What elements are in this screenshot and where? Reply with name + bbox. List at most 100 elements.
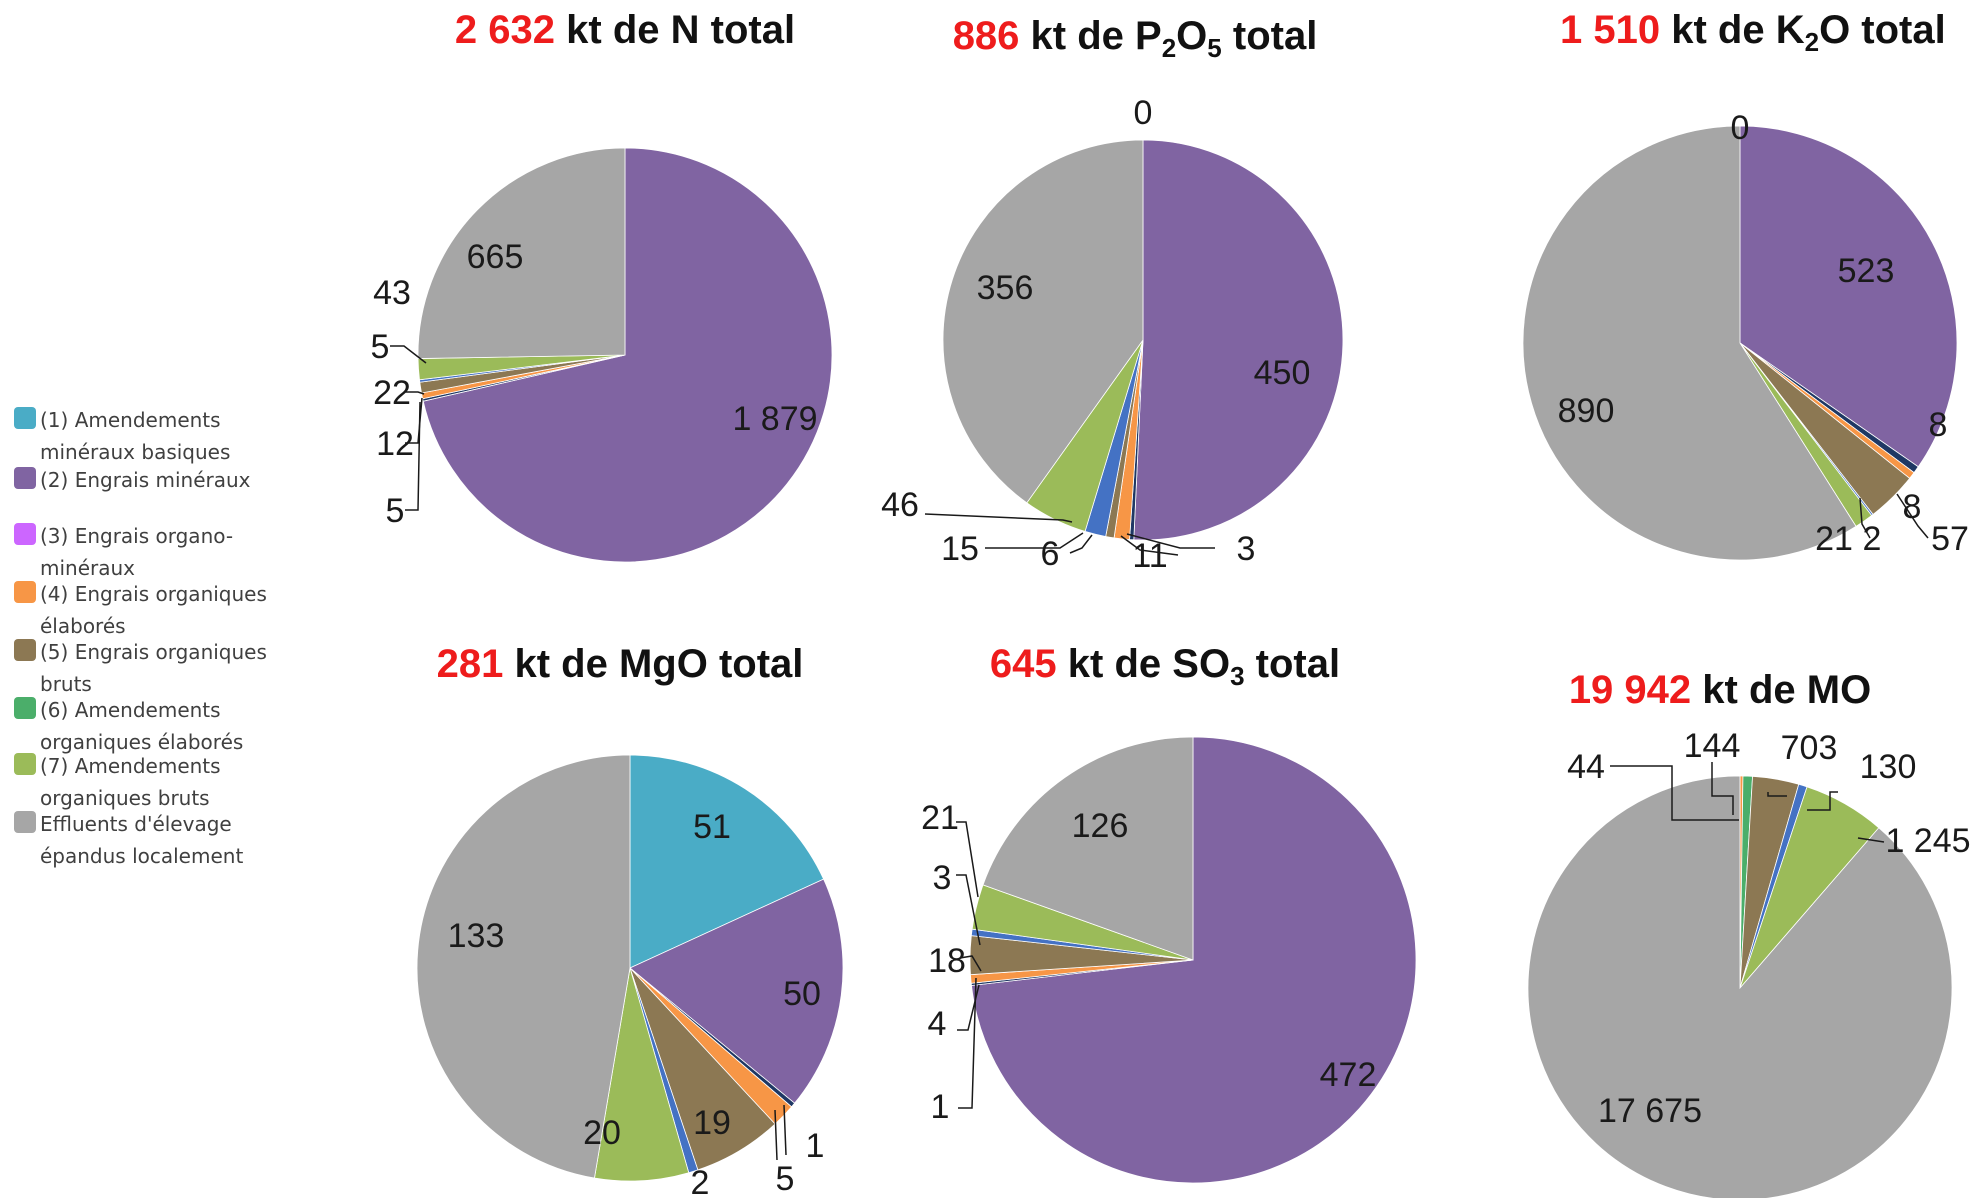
slice-value-label: 19 bbox=[693, 1104, 731, 1142]
legend-label: (6) Amendements organiques élaborés bbox=[40, 698, 244, 754]
chart-title-so3: 645 kt de SO3 total bbox=[960, 642, 1370, 692]
leader-line bbox=[958, 977, 977, 1109]
slice-value-label: 1 bbox=[931, 1088, 950, 1126]
pie-slice bbox=[416, 754, 631, 1179]
legend-swatch bbox=[14, 811, 36, 833]
leader-line bbox=[1896, 493, 1929, 539]
leader-line bbox=[783, 1104, 787, 1156]
title-unit-text: kt de MO bbox=[1691, 668, 1872, 712]
slice-value-label: 51 bbox=[693, 808, 731, 846]
leader-line bbox=[774, 1109, 778, 1161]
legend-label: (3) Engrais organo-minéraux bbox=[40, 524, 234, 580]
slice-value-label: 1 245 bbox=[1885, 822, 1970, 860]
slice-value-label: 5 bbox=[371, 328, 390, 366]
leader-line bbox=[985, 532, 1084, 549]
title-total-value: 19 942 bbox=[1568, 668, 1692, 712]
slice-value-label: 523 bbox=[1838, 252, 1895, 290]
title-unit-text: total bbox=[1244, 642, 1341, 686]
leader-line bbox=[957, 984, 980, 1031]
leader-line bbox=[1807, 791, 1838, 811]
chart-title-mo: 19 942 kt de MO bbox=[1540, 668, 1900, 713]
slice-value-label: 50 bbox=[783, 975, 821, 1013]
legend-swatch bbox=[14, 407, 36, 429]
slice-value-label: 1 879 bbox=[732, 400, 817, 438]
slice-value-label: 21 bbox=[1815, 520, 1853, 558]
leader-line bbox=[390, 345, 427, 364]
pie-slice bbox=[1522, 125, 1857, 561]
slice-value-label: 15 bbox=[941, 530, 979, 568]
pie-slice bbox=[942, 139, 1144, 504]
title-unit-text: kt de P bbox=[1019, 14, 1162, 58]
slice-value-label: 5 bbox=[386, 492, 405, 530]
pie-slice bbox=[417, 147, 626, 359]
title-unit-text: kt de N total bbox=[555, 8, 796, 52]
slice-value-label: 703 bbox=[1781, 729, 1838, 767]
leader-line bbox=[405, 401, 421, 511]
slice-value-label: 20 bbox=[583, 1114, 621, 1152]
slice-value-label: 356 bbox=[977, 269, 1034, 307]
legend-swatch bbox=[14, 467, 36, 489]
legend-swatch bbox=[14, 523, 36, 545]
slice-value-label: 2 bbox=[1863, 520, 1882, 558]
slice-value-label: 8 bbox=[1903, 488, 1922, 526]
leader-line bbox=[405, 391, 425, 395]
legend-swatch bbox=[14, 639, 36, 661]
slice-value-label: 890 bbox=[1558, 392, 1615, 430]
title-subscript: 2 bbox=[1161, 33, 1177, 63]
legend-swatch bbox=[14, 753, 36, 775]
leader-line bbox=[1069, 534, 1093, 554]
slice-value-label: 130 bbox=[1860, 748, 1917, 786]
title-unit-text: O bbox=[1176, 14, 1208, 58]
pie-slice bbox=[629, 878, 844, 1104]
title-total-value: 886 bbox=[952, 14, 1020, 58]
slice-value-label: 18 bbox=[928, 942, 966, 980]
pie-slice bbox=[1739, 125, 1958, 468]
legend-label: (5) Engrais organiques bruts bbox=[40, 640, 267, 696]
leader-line bbox=[924, 513, 1073, 523]
legend-label: (7) Amendements organiques bruts bbox=[40, 754, 221, 810]
slice-value-label: 472 bbox=[1320, 1056, 1377, 1094]
pie-slice bbox=[629, 754, 825, 969]
title-unit-text: kt de MgO total bbox=[503, 642, 804, 686]
slice-value-label: 43 bbox=[373, 274, 411, 312]
title-total-value: 645 bbox=[989, 642, 1057, 686]
legend-label: Effluents d'élevage épandus localement bbox=[40, 812, 244, 868]
slice-value-label: 665 bbox=[467, 238, 524, 276]
leader-line bbox=[956, 821, 979, 898]
legend-swatch bbox=[14, 581, 36, 603]
chart-title-k2o: 1 510 kt de K2O total bbox=[1560, 8, 1979, 58]
leader-line bbox=[959, 955, 982, 972]
slice-value-label: 0 bbox=[1134, 94, 1153, 132]
slice-value-label: 1 bbox=[806, 1127, 825, 1165]
legend-label: (1) Amendements minéraux basiques bbox=[40, 408, 231, 464]
leader-line bbox=[956, 874, 981, 946]
slice-value-label: 0 bbox=[1731, 109, 1750, 147]
slice-value-label: 144 bbox=[1684, 727, 1741, 765]
chart-title-n: 2 632 kt de N total bbox=[425, 8, 825, 53]
slice-value-label: 57 bbox=[1931, 520, 1969, 558]
title-unit-text: kt de SO bbox=[1056, 642, 1231, 686]
leader-line bbox=[405, 397, 423, 444]
slice-value-label: 3 bbox=[933, 859, 952, 897]
title-subscript: 2 bbox=[1804, 27, 1820, 57]
slice-value-label: 4 bbox=[928, 1005, 947, 1043]
legend-swatch bbox=[14, 697, 36, 719]
title-unit-text: kt de K bbox=[1660, 8, 1805, 52]
slice-value-label: 22 bbox=[373, 374, 411, 412]
slice-value-label: 17 675 bbox=[1598, 1092, 1702, 1130]
pie-slice bbox=[1527, 775, 1953, 1198]
slice-value-label: 5 bbox=[776, 1160, 795, 1198]
slice-value-label: 450 bbox=[1254, 354, 1311, 392]
pie-slice bbox=[982, 736, 1194, 961]
slice-value-label: 21 bbox=[921, 799, 959, 837]
leader-line bbox=[1711, 762, 1734, 815]
leader-line bbox=[1610, 765, 1739, 821]
slice-value-label: 3 bbox=[1237, 530, 1256, 568]
